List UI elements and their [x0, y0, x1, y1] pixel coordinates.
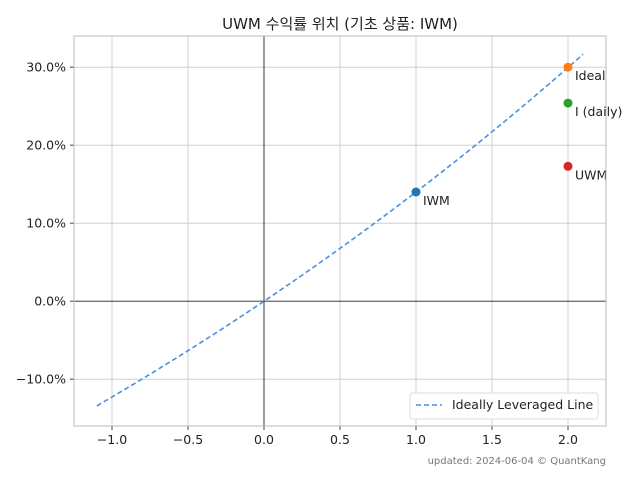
x-tick-label: 1.5 [482, 432, 502, 447]
x-tick-label: 0.5 [330, 432, 350, 447]
x-tick-label: 2.0 [558, 432, 578, 447]
grid [74, 36, 606, 426]
point-uwm [563, 161, 573, 171]
y-tick-label: 20.0% [26, 138, 66, 153]
x-tick-label: 1.0 [406, 432, 426, 447]
legend-box [409, 392, 599, 420]
series [96, 53, 584, 407]
x-tick-label: −0.5 [173, 432, 203, 447]
point-label-iwm: IWM [423, 193, 450, 208]
point-label-i-daily: I (daily) [575, 104, 622, 119]
y-tick-label: 30.0% [26, 60, 66, 75]
tick-labels: −1.0 −0.5 0.0 0.5 1.0 1.5 2.0 −10.0% 0.0% 10.0% 20… [16, 60, 578, 447]
point-ideal [563, 62, 573, 72]
plot-frame [73, 35, 607, 427]
y-tick-label: 0.0% [34, 294, 66, 309]
point-i-daily [563, 98, 573, 108]
y-tick-label: 10.0% [26, 216, 66, 231]
x-tick-label: −1.0 [97, 432, 127, 447]
point-iwm [411, 187, 421, 197]
legend: Ideally Leveraged Line [409, 392, 599, 420]
data-points: IWM Ideal I (daily) UWM [411, 62, 622, 208]
point-label-uwm: UWM [575, 167, 607, 182]
y-tick-label: −10.0% [16, 372, 66, 387]
zero-axes [74, 36, 606, 426]
legend-label: Ideally Leveraged Line [452, 397, 594, 412]
chart-title: UWM 수익률 위치 (기초 상품: IWM) [222, 15, 458, 33]
point-label-ideal: Ideal [575, 68, 605, 83]
leveraged-line [96, 53, 584, 407]
footnote: updated: 2024-06-04 © QuantKang [428, 456, 606, 467]
x-tick-label: 0.0 [254, 432, 274, 447]
